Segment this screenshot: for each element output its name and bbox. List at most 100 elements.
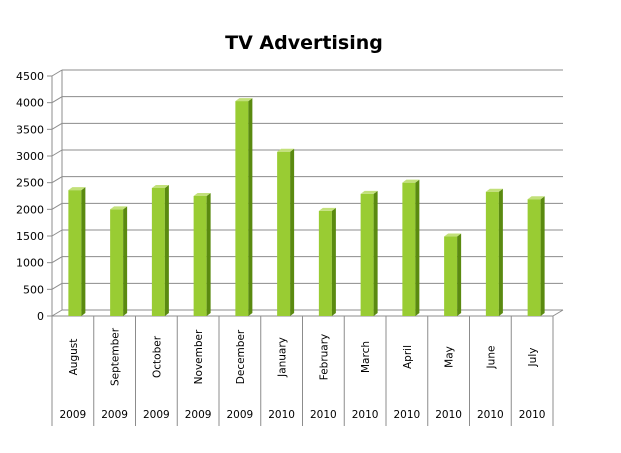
y-axis-ticks: 0 500 1000 1500 2000 2500 3000 3500 4000 4500 <box>16 70 44 323</box>
gridline-depth <box>51 122 63 130</box>
gridline-depth <box>51 176 63 184</box>
y-tick-label: 1000 <box>16 257 44 270</box>
bar-side <box>373 190 378 316</box>
x-category-label: January <box>277 337 289 378</box>
x-year-label: 2010 <box>394 409 421 421</box>
x-year-label: 2009 <box>101 409 128 421</box>
x-year-label: 2010 <box>477 409 504 421</box>
bar-top <box>485 188 503 192</box>
y-tick-label: 2500 <box>16 177 44 190</box>
x-category-label: July <box>527 348 539 368</box>
bar-front <box>444 236 458 316</box>
gridline-depth <box>51 256 63 264</box>
bar-front <box>277 151 291 316</box>
gridline-depth <box>51 202 63 210</box>
x-year-label: 2009 <box>185 409 212 421</box>
y-tick-label: 500 <box>23 283 44 296</box>
x-category-label: August <box>68 339 80 376</box>
bar-front <box>402 182 416 316</box>
bar-side <box>248 98 253 316</box>
y-tick-label: 3000 <box>16 150 44 163</box>
x-category-label: December <box>235 329 247 384</box>
axes <box>47 70 564 426</box>
bar-front <box>235 101 249 316</box>
bar <box>444 233 462 316</box>
bar-front <box>151 188 165 316</box>
bar <box>235 98 253 316</box>
x-axis-categories: August September October November December Ja… <box>60 327 546 421</box>
gridlines <box>51 69 563 317</box>
gridline-depth <box>51 149 63 157</box>
y-tick-label: 0 <box>37 310 44 323</box>
bar-top <box>402 179 420 183</box>
bar-top <box>68 187 86 191</box>
x-category-label: October <box>151 335 163 378</box>
y-tick-label: 1500 <box>16 230 44 243</box>
gridline-depth <box>51 282 63 290</box>
bar-side <box>164 185 169 316</box>
bar-front <box>527 199 541 316</box>
y-tick-label: 4000 <box>16 97 44 110</box>
x-category-label: April <box>402 345 414 369</box>
x-year-label: 2009 <box>60 409 87 421</box>
bar-top <box>527 196 545 200</box>
bar-top <box>277 148 295 152</box>
bar-front <box>68 190 82 316</box>
bar-front <box>360 193 374 316</box>
bar <box>402 179 420 316</box>
x-year-label: 2010 <box>310 409 337 421</box>
bar <box>68 187 86 316</box>
bar <box>110 206 128 316</box>
x-year-label: 2009 <box>227 409 254 421</box>
bar-top <box>235 98 253 102</box>
bar-side <box>457 233 462 316</box>
bar-top <box>444 233 462 237</box>
bar-side <box>331 207 336 316</box>
y-tick-label: 3500 <box>16 123 44 136</box>
bar-side <box>540 196 545 316</box>
bar-top <box>360 190 378 194</box>
bar <box>151 185 169 316</box>
bar-side <box>123 206 128 316</box>
bar-top <box>151 185 169 188</box>
bar <box>318 207 336 316</box>
bar-side <box>415 179 420 316</box>
bars <box>68 98 545 316</box>
floor-corner <box>552 309 564 317</box>
x-category-label: May <box>444 346 456 368</box>
bar-side <box>81 187 86 316</box>
y-tick-label: 4500 <box>16 70 44 83</box>
x-year-label: 2010 <box>519 409 546 421</box>
gridline-depth <box>51 309 63 317</box>
bar <box>193 193 211 316</box>
bar-front <box>110 209 124 316</box>
bar-front <box>485 191 499 316</box>
bar-side <box>206 193 211 316</box>
x-year-label: 2009 <box>143 409 170 421</box>
x-category-label: February <box>318 334 330 381</box>
gridline-depth <box>51 96 63 104</box>
x-category-label: March <box>360 341 372 373</box>
y-tick-label: 2000 <box>16 203 44 216</box>
gridline-depth <box>51 229 63 237</box>
bar-top <box>110 206 128 210</box>
bar-top <box>318 207 336 211</box>
x-year-label: 2010 <box>352 409 379 421</box>
x-category-label: June <box>485 346 497 370</box>
x-category-label: September <box>110 327 122 386</box>
gridline-depth <box>51 69 63 77</box>
bar <box>360 190 378 316</box>
bar-front <box>318 210 332 316</box>
bar-side <box>290 148 295 316</box>
bar <box>485 188 503 316</box>
bar <box>277 148 295 316</box>
x-category-label: November <box>193 329 205 384</box>
bar <box>527 196 545 316</box>
x-year-label: 2010 <box>435 409 462 421</box>
chart-title: TV Advertising <box>225 32 383 54</box>
x-year-label: 2010 <box>268 409 295 421</box>
bar-top <box>193 193 211 196</box>
bar-front <box>193 196 207 316</box>
bar-side <box>498 188 503 316</box>
